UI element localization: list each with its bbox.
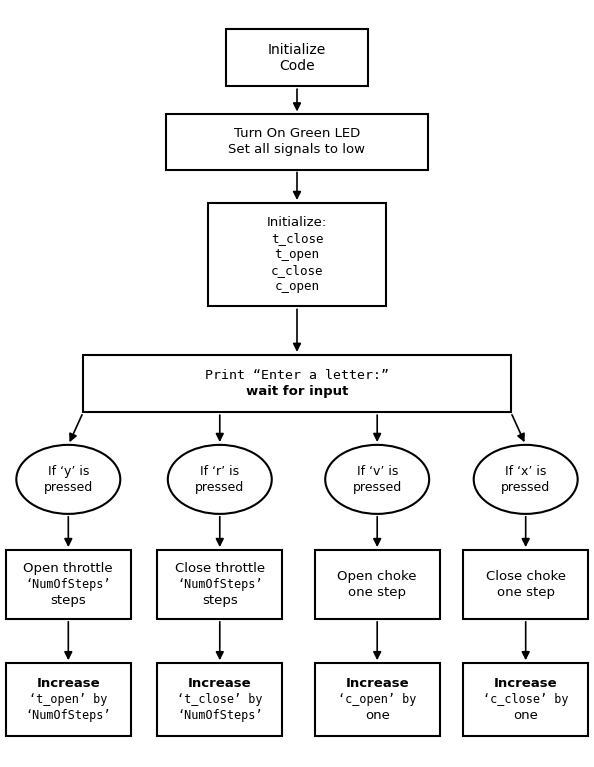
FancyBboxPatch shape xyxy=(6,663,131,736)
Text: one: one xyxy=(513,709,538,722)
Text: ‘c_open’ by: ‘c_open’ by xyxy=(338,693,416,706)
Text: Code: Code xyxy=(279,58,315,73)
Text: Print “Enter a letter:”: Print “Enter a letter:” xyxy=(205,369,389,382)
Text: Increase: Increase xyxy=(36,677,100,690)
Text: Open throttle: Open throttle xyxy=(24,562,113,575)
Text: ‘t_close’ by: ‘t_close’ by xyxy=(177,693,263,706)
Text: one step: one step xyxy=(348,586,406,599)
FancyBboxPatch shape xyxy=(315,550,440,619)
Text: If ‘y’ is: If ‘y’ is xyxy=(48,465,89,478)
Ellipse shape xyxy=(17,445,120,514)
Text: Increase: Increase xyxy=(494,677,558,690)
Text: pressed: pressed xyxy=(501,481,550,494)
Text: Initialize:: Initialize: xyxy=(267,216,327,229)
FancyBboxPatch shape xyxy=(226,28,368,86)
FancyBboxPatch shape xyxy=(166,114,428,170)
Text: Set all signals to low: Set all signals to low xyxy=(229,143,365,156)
FancyBboxPatch shape xyxy=(463,550,588,619)
Text: t_close: t_close xyxy=(271,232,323,245)
Text: one: one xyxy=(365,709,390,722)
Text: steps: steps xyxy=(202,594,238,607)
Text: Initialize: Initialize xyxy=(268,42,326,57)
Text: steps: steps xyxy=(50,594,86,607)
Text: Increase: Increase xyxy=(345,677,409,690)
FancyBboxPatch shape xyxy=(83,354,511,413)
Text: wait for input: wait for input xyxy=(246,385,348,398)
Text: ‘NumOfSteps’: ‘NumOfSteps’ xyxy=(26,709,111,722)
FancyBboxPatch shape xyxy=(208,202,386,306)
Text: Open choke: Open choke xyxy=(337,570,417,583)
Text: pressed: pressed xyxy=(353,481,402,494)
Text: If ‘r’ is: If ‘r’ is xyxy=(200,465,239,478)
Text: If ‘v’ is: If ‘v’ is xyxy=(356,465,398,478)
Text: Turn On Green LED: Turn On Green LED xyxy=(234,127,360,140)
Ellipse shape xyxy=(168,445,271,514)
Text: ‘NumOfSteps’: ‘NumOfSteps’ xyxy=(26,578,111,591)
FancyBboxPatch shape xyxy=(315,663,440,736)
Text: t_open: t_open xyxy=(274,249,320,261)
FancyBboxPatch shape xyxy=(157,663,282,736)
Text: c_close: c_close xyxy=(271,264,323,277)
Text: If ‘x’ is: If ‘x’ is xyxy=(505,465,546,478)
Text: ‘NumOfSteps’: ‘NumOfSteps’ xyxy=(177,578,263,591)
Ellipse shape xyxy=(474,445,578,514)
Text: Increase: Increase xyxy=(188,677,252,690)
Text: c_open: c_open xyxy=(274,280,320,293)
FancyBboxPatch shape xyxy=(463,663,588,736)
Text: ‘t_open’ by: ‘t_open’ by xyxy=(29,693,108,706)
Text: pressed: pressed xyxy=(44,481,93,494)
Ellipse shape xyxy=(326,445,429,514)
Text: ‘NumOfSteps’: ‘NumOfSteps’ xyxy=(177,709,263,722)
FancyBboxPatch shape xyxy=(157,550,282,619)
Text: pressed: pressed xyxy=(195,481,244,494)
Text: Close throttle: Close throttle xyxy=(175,562,265,575)
FancyBboxPatch shape xyxy=(6,550,131,619)
Text: Close choke: Close choke xyxy=(486,570,565,583)
Text: one step: one step xyxy=(497,586,555,599)
Text: ‘c_close’ by: ‘c_close’ by xyxy=(483,693,568,706)
